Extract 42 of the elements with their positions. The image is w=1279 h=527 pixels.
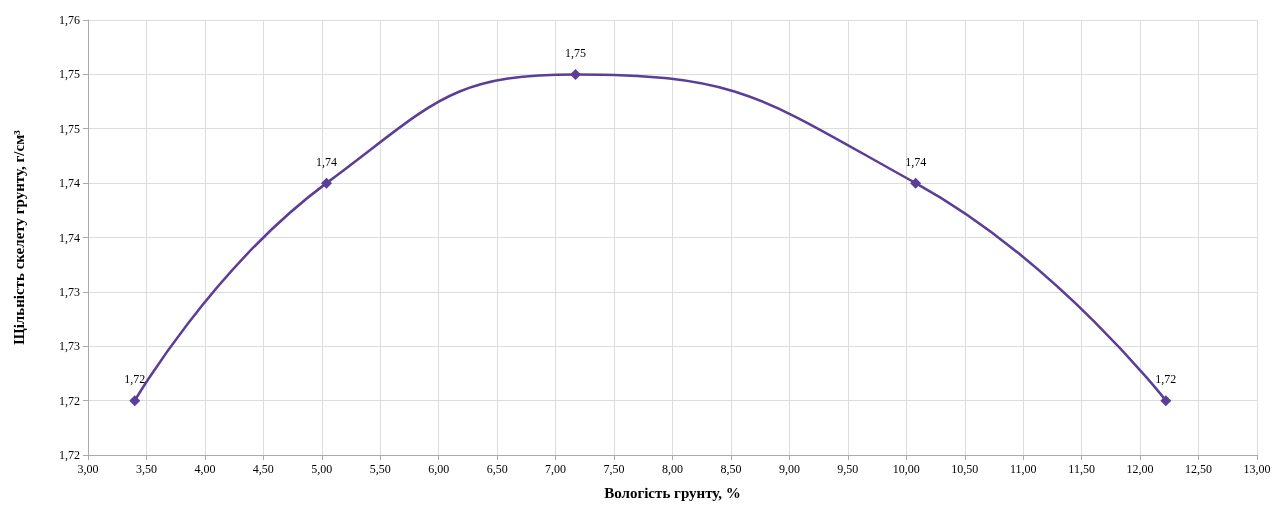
y-tick-label: 1,73	[59, 339, 80, 354]
x-tick-label: 3,00	[77, 462, 99, 476]
point	[129, 395, 141, 407]
x-tick-label: 8,50	[720, 462, 742, 476]
text: 1,72	[124, 372, 146, 387]
text: 1,74	[315, 154, 337, 169]
x-tick-label: 5,00	[311, 462, 333, 476]
x-tick-label: 10,00	[892, 462, 920, 476]
x-tick-label: 8,00	[662, 462, 683, 476]
y-tick-label: 1,74	[59, 176, 80, 191]
x-tick-label: 6,00	[428, 462, 450, 476]
y-tick-label: 1,75	[59, 121, 80, 136]
y-tick-label: 1,73	[59, 284, 80, 299]
y-axis-title: Щільність скелету грунту, г/см³	[10, 129, 27, 345]
x-tick-label: 12,00	[1126, 462, 1154, 476]
x-tick-label: 11,50	[1068, 462, 1095, 476]
x-tick-label: 7,50	[603, 462, 625, 476]
text: 1,74	[905, 154, 927, 169]
point	[569, 68, 581, 80]
x-tick-label: 3,50	[135, 462, 157, 476]
x-tick-label: 13,00	[1243, 462, 1271, 476]
x-tick-label: 6,50	[486, 462, 508, 476]
y-tick-label: 1,74	[59, 230, 80, 245]
y-tick-label: 1,75	[59, 67, 80, 82]
x-tick-label: 9,50	[837, 462, 859, 476]
x-tick-label: 12,50	[1185, 462, 1213, 476]
point	[910, 177, 922, 189]
x-tick-label: 5,50	[369, 462, 391, 476]
text: 1,75	[564, 45, 586, 60]
y-tick-label: 1,76	[59, 13, 80, 27]
x-tick-label: 10,50	[951, 462, 979, 476]
x-tick-label: 4,50	[252, 462, 274, 476]
y-tick-label: 1,72	[59, 448, 80, 462]
y-tick-label: 1,72	[59, 393, 80, 408]
point	[1160, 395, 1172, 407]
text: 1,72	[1155, 372, 1177, 387]
x-tick-label: 11,00	[1009, 462, 1037, 476]
x-tick-label: 9,00	[778, 462, 800, 476]
x-axis-title: Вологість грунту, %	[604, 484, 741, 501]
x-tick-label: 4,00	[194, 462, 216, 476]
point	[320, 177, 332, 189]
x-tick-label: 7,00	[545, 462, 567, 476]
